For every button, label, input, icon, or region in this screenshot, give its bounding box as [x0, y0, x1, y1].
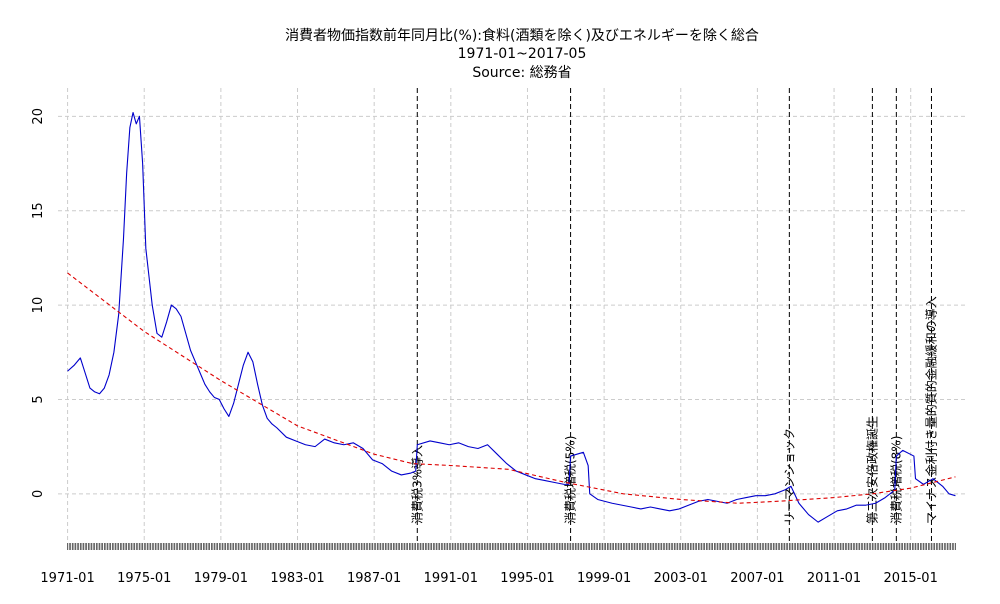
x-tick-label: 1991-01 [424, 571, 478, 586]
x-tick-label: 2007-01 [730, 571, 784, 586]
trend-line [67, 272, 956, 504]
x-tick-label: 2011-01 [807, 571, 861, 586]
x-tick-label: 1987-01 [347, 571, 401, 586]
x-tick-label: 1979-01 [194, 571, 248, 586]
event-label: 消費税増税(5%) [563, 436, 578, 524]
x-month-ticks [67, 543, 956, 550]
x-tick-label: 1971-01 [40, 571, 94, 586]
cpi-yoy-line [67, 111, 956, 523]
chart-source: Source: 総務省 [472, 65, 571, 81]
event-line-layer: 消費税3%導入 消費税増税(5%) リーマンショック 第二次安倍政権誕生 消費税増税(8… [409, 88, 938, 541]
x-tick-label: 2015-01 [884, 571, 938, 586]
x-tick-label: 1975-01 [117, 571, 171, 586]
y-tick-label: 15 [31, 202, 46, 219]
chart-subtitle: 1971-01~2017-05 [458, 46, 587, 62]
grid-layer [58, 88, 965, 541]
y-tick-label: 10 [31, 297, 46, 314]
x-tick-label: 1999-01 [577, 571, 631, 586]
x-tick-label: 1995-01 [500, 571, 554, 586]
y-tick-label: 0 [31, 490, 46, 498]
event-label: 消費税増税(8%) [888, 436, 903, 524]
axis-layer: 0 5 10 15 20 1971-01 1975-01 1979-01 1983-01 1987… [31, 108, 956, 586]
event-label: マイナス金利付き量的質的金融緩和の導入 [923, 296, 938, 524]
event-label: リーマンショック [782, 428, 796, 524]
series-layer [67, 111, 956, 523]
event-label: 消費税3%導入 [409, 445, 424, 524]
event-label: 第二次安倍政権誕生 [864, 416, 879, 524]
x-tick-label: 1983-01 [270, 571, 324, 586]
chart-title: 消費者物価指数前年同月比(%):食料(酒類を除く)及びエネルギーを除く総合 [285, 27, 759, 44]
x-tick-label: 2003-01 [654, 571, 708, 586]
y-tick-label: 20 [31, 108, 46, 125]
y-tick-label: 5 [31, 395, 46, 403]
